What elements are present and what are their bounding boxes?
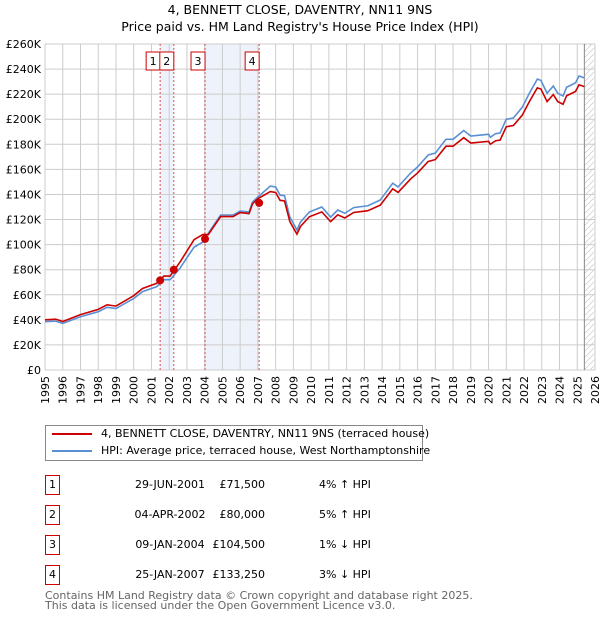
x-tick-label: 2010 [305, 376, 318, 404]
sale-row: 4 25-JAN-2007 £133,250 3% ↓ HPI [45, 565, 445, 585]
sale-point [201, 234, 210, 243]
x-tick-label: 2016 [412, 376, 425, 404]
sale-number-box: 2 [45, 505, 60, 525]
sale-hpi-diff: 4% ↑ HPI [319, 478, 371, 491]
y-tick-label: £140K [6, 188, 42, 201]
y-tick-label: £40K [13, 314, 42, 327]
y-tick-label: £240K [6, 63, 42, 76]
x-tick-label: 1999 [110, 376, 123, 404]
y-tick-label: £100K [6, 239, 42, 252]
hpi-line [44, 74, 585, 325]
sale-point [255, 198, 264, 207]
x-tick-label: 2009 [287, 376, 300, 404]
x-tick-label: 2005 [216, 376, 229, 404]
sale-price: £104,500 [212, 538, 266, 551]
legend-swatch-blue [52, 450, 92, 452]
x-tick-label: 2008 [270, 376, 283, 404]
x-tick-label: 2002 [163, 376, 176, 404]
y-tick-label: £60K [13, 289, 42, 302]
x-tick-label: 2017 [429, 376, 442, 404]
x-tick-label: 2012 [341, 376, 354, 404]
chart-title: 4, BENNETT CLOSE, DAVENTRY, NN11 9NS [167, 2, 433, 17]
x-tick-label: 2011 [323, 376, 336, 404]
sale-price: £80,000 [219, 508, 266, 521]
footer-licence: This data is licensed under the Open Gov… [45, 599, 396, 612]
y-tick-label: £120K [6, 214, 42, 227]
y-tick-label: £20K [13, 339, 42, 352]
sale-date: 29-JUN-2001 [134, 478, 206, 491]
sale-hpi-diff: 3% ↓ HPI [319, 568, 371, 581]
x-tick-label: 2000 [128, 376, 141, 404]
x-tick-label: 2019 [465, 376, 478, 404]
price-chart: 1995 1996 1997 1998 1999 2000 2001 2002 2003 2004… [6, 38, 600, 404]
sale-label-number: 4 [249, 55, 256, 68]
sale-row: 2 04-APR-2002 £80,000 5% ↑ HPI [45, 505, 445, 525]
x-tick-label: 2015 [394, 376, 407, 404]
sale-number-box: 4 [45, 565, 60, 585]
x-tick-label: 2003 [181, 376, 194, 404]
sale-label-4: 4 [244, 51, 260, 71]
x-tick-label: 1997 [74, 376, 87, 404]
sale-point [169, 265, 178, 274]
sale-label-box [190, 51, 206, 71]
sale-label-3: 3 [190, 51, 206, 71]
sale-label-1: 1 [145, 51, 161, 71]
sale-row: 3 09-JAN-2004 £104,500 1% ↓ HPI [45, 535, 445, 555]
sale-hpi-diff: 1% ↓ HPI [319, 538, 371, 551]
sale-label-number: 2 [163, 55, 170, 68]
y-tick-label: £180K [6, 138, 42, 151]
chart-subtitle: Price paid vs. HM Land Registry's House … [121, 19, 479, 34]
sale-label-box [159, 51, 175, 71]
x-tick-label: 1995 [39, 376, 52, 404]
x-tick-label: 2021 [500, 376, 513, 404]
x-tick-label: 2022 [518, 376, 531, 404]
x-tick-label: 2018 [447, 376, 460, 404]
x-tick-label: 2014 [376, 376, 389, 404]
x-tick-label: 2001 [145, 376, 158, 404]
sale-row: 1 29-JUN-2001 £71,500 4% ↑ HPI [45, 475, 445, 495]
sale-number-box: 1 [45, 475, 60, 495]
x-tick-label: 2026 [589, 376, 600, 404]
sale-price: £133,250 [212, 568, 266, 581]
sale-date: 04-APR-2002 [134, 508, 206, 521]
sale-price: £71,500 [219, 478, 266, 491]
forecast-hatch [584, 44, 595, 370]
x-tick-label: 2007 [252, 376, 265, 404]
x-tick-label: 2025 [571, 376, 584, 404]
sale-hpi-diff: 5% ↑ HPI [319, 508, 371, 521]
x-tick-label: 2013 [358, 376, 371, 404]
sale-number-box: 3 [45, 535, 60, 555]
y-tick-label: £220K [6, 88, 42, 101]
y-tick-label: £0 [27, 364, 41, 377]
legend-swatch-red [52, 433, 92, 435]
legend-label: 4, BENNETT CLOSE, DAVENTRY, NN11 9NS (te… [101, 427, 430, 440]
x-tick-label: 2023 [536, 376, 549, 404]
y-tick-label: £200K [6, 113, 42, 126]
sale-label-box [244, 51, 260, 71]
x-tick-label: 2004 [199, 376, 212, 404]
x-tick-label: 2006 [234, 376, 247, 404]
sale-point [156, 276, 165, 285]
sale-date: 09-JAN-2004 [135, 538, 205, 551]
sale-label-2: 2 [159, 51, 175, 71]
legend: 4, BENNETT CLOSE, DAVENTRY, NN11 9NS (te… [45, 425, 430, 461]
sale-label-number: 1 [150, 55, 157, 68]
x-tick-label: 2020 [483, 376, 496, 404]
y-tick-label: £80K [13, 264, 42, 277]
y-tick-label: £160K [6, 163, 42, 176]
sale-date: 25-JAN-2007 [135, 568, 205, 581]
x-tick-label: 1996 [57, 376, 70, 404]
x-tick-label: 1998 [92, 376, 105, 404]
legend-label: HPI: Average price, terraced house, West… [101, 444, 431, 457]
sale-period-shade [160, 44, 174, 370]
property-line [44, 83, 585, 323]
x-tick-label: 2024 [554, 376, 567, 404]
sale-label-number: 3 [195, 55, 202, 68]
y-tick-label: £260K [6, 38, 42, 51]
footer-copyright: Contains HM Land Registry data © Crown c… [45, 589, 473, 602]
